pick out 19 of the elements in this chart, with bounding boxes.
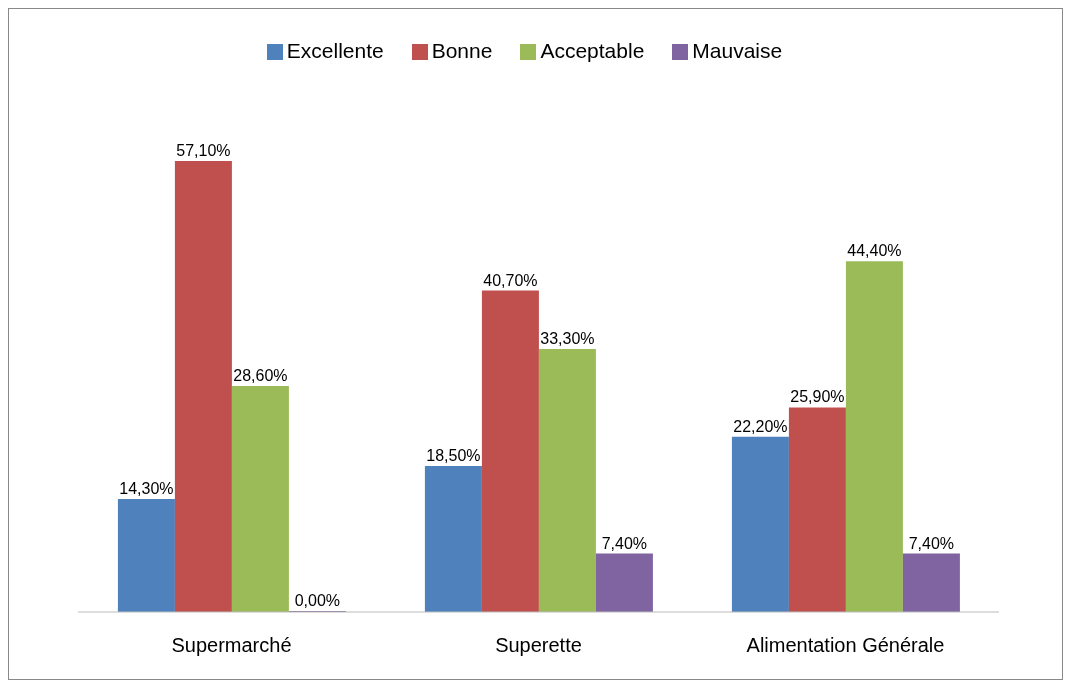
data-label: 25,90% bbox=[790, 388, 845, 406]
x-tick-label: Superette bbox=[495, 634, 582, 657]
data-label: 7,40% bbox=[908, 534, 955, 552]
data-label: 33,30% bbox=[540, 329, 595, 347]
legend-label: Mauvaise bbox=[692, 39, 783, 62]
data-label: 14,30% bbox=[119, 480, 174, 498]
data-label: 18,50% bbox=[426, 446, 481, 464]
data-label: 7,40% bbox=[601, 534, 648, 552]
data-label: 22,20% bbox=[733, 417, 788, 435]
data-label: 57,10% bbox=[176, 142, 231, 159]
data-label: 40,70% bbox=[483, 271, 538, 289]
data-label: 44,40% bbox=[847, 242, 902, 260]
data-label: 0,00% bbox=[294, 592, 341, 609]
legend-label: Excellente bbox=[286, 39, 384, 62]
legend-label: Bonne bbox=[431, 39, 493, 62]
x-tick-label: Alimentation Générale bbox=[746, 634, 945, 657]
legend-label: Acceptable bbox=[540, 39, 645, 62]
data-label: 28,60% bbox=[233, 367, 288, 385]
x-tick-label: Supermarché bbox=[171, 634, 292, 657]
